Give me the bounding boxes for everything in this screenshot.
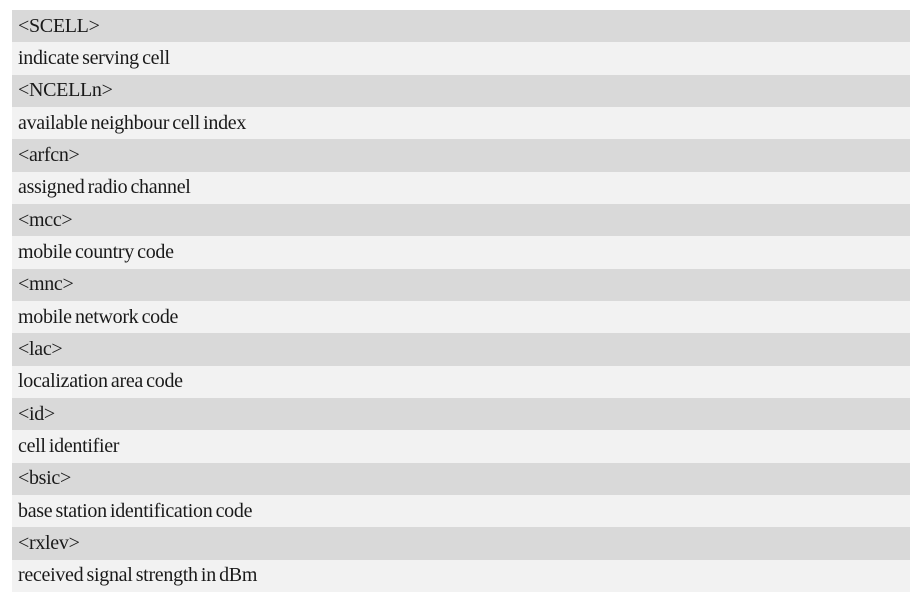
table-row-param: <rxlev> <box>12 527 910 560</box>
param-description: available neighbour cell index <box>18 111 247 134</box>
table-row-description: cell identifier <box>12 430 910 463</box>
param-name: <bsic> <box>18 467 71 490</box>
table-row-param: <mnc> <box>12 268 910 301</box>
param-description: indicate serving cell <box>18 46 170 69</box>
param-name: <mcc> <box>18 208 73 231</box>
table-row-description: localization area code <box>12 365 910 398</box>
param-description: cell identifier <box>18 434 120 457</box>
table-row-param: <arfcn> <box>12 139 910 172</box>
table-row-description: received signal strength in dBm <box>12 559 910 592</box>
param-name: <NCELLn> <box>18 79 113 102</box>
table-row-description: mobile country code <box>12 236 910 269</box>
param-description: localization area code <box>18 370 183 393</box>
parameter-description-table: <SCELL> indicate serving cell <NCELLn> a… <box>12 10 910 592</box>
param-name: <SCELL> <box>18 14 100 37</box>
table-row-description: base station identification code <box>12 494 910 528</box>
param-name: <mnc> <box>18 273 74 296</box>
table-row-param: <lac> <box>12 333 910 366</box>
param-description: assigned radio channel <box>18 176 191 199</box>
param-name: <id> <box>18 402 55 425</box>
param-name: <lac> <box>18 337 63 360</box>
table-row-param: <bsic> <box>12 462 910 495</box>
table-row-description: indicate serving cell <box>12 42 910 75</box>
param-description: received signal strength in dBm <box>18 564 258 587</box>
param-description: mobile network code <box>18 305 179 328</box>
table-row-param: <id> <box>12 397 910 431</box>
table-row-description: assigned radio channel <box>12 171 910 204</box>
param-description: mobile country code <box>18 240 174 263</box>
param-description: base station identification code <box>18 499 253 522</box>
table-row-param: <NCELLn> <box>12 74 910 107</box>
table-row-param: <SCELL> <box>12 10 910 43</box>
table-row-description: mobile network code <box>12 300 910 334</box>
param-name: <rxlev> <box>18 531 80 554</box>
table-row-param: <mcc> <box>12 203 910 237</box>
table-row-description: available neighbour cell index <box>12 106 910 140</box>
param-name: <arfcn> <box>18 143 80 166</box>
